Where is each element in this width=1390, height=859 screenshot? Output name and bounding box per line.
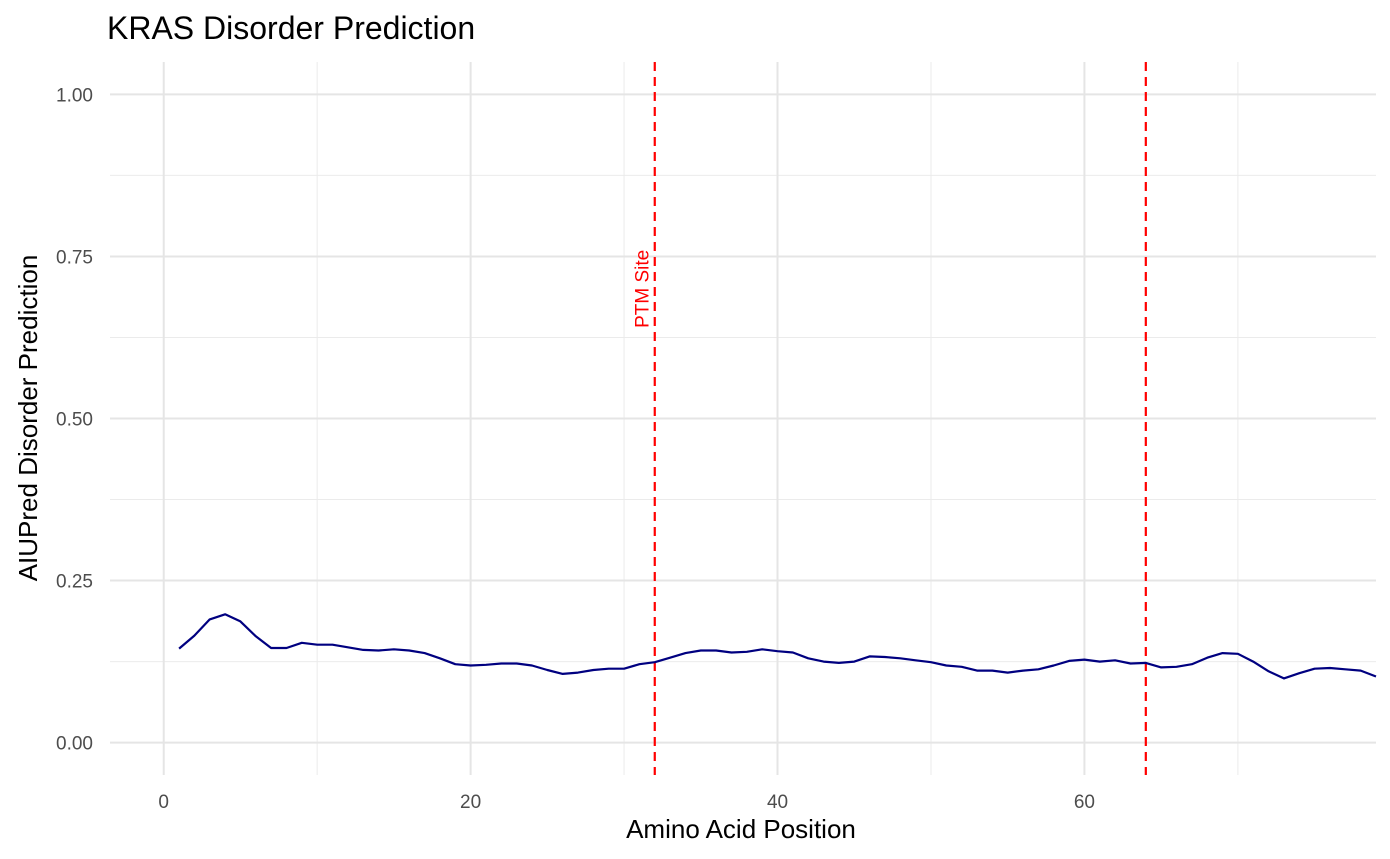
y-tick-label: 0.00 bbox=[56, 734, 93, 755]
major-gridlines bbox=[110, 62, 1376, 775]
y-tick-label: 0.75 bbox=[56, 247, 93, 268]
y-tick-label: 0.50 bbox=[56, 410, 93, 431]
annotations: PTM Site bbox=[632, 250, 653, 328]
y-tick-label: 0.25 bbox=[56, 572, 93, 593]
disorder-series-line bbox=[178, 613, 1377, 680]
x-axis-ticks: 0 20 40 60 bbox=[158, 792, 1095, 813]
ptm-site-annotation: PTM Site bbox=[632, 250, 653, 328]
x-tick-label: 40 bbox=[767, 792, 788, 813]
x-tick-label: 0 bbox=[158, 792, 169, 813]
x-axis-label: Amino Acid Position bbox=[626, 814, 856, 844]
x-tick-label: 20 bbox=[460, 792, 481, 813]
y-axis-ticks: 0.00 0.25 0.50 0.75 1.00 bbox=[56, 85, 93, 754]
y-tick-label: 1.00 bbox=[56, 85, 93, 106]
minor-gridlines bbox=[110, 62, 1376, 775]
series-layer bbox=[178, 613, 1377, 680]
y-axis-label: AIUPred Disorder Prediction bbox=[13, 255, 43, 582]
x-tick-label: 60 bbox=[1074, 792, 1095, 813]
chart-title: KRAS Disorder Prediction bbox=[107, 10, 475, 46]
